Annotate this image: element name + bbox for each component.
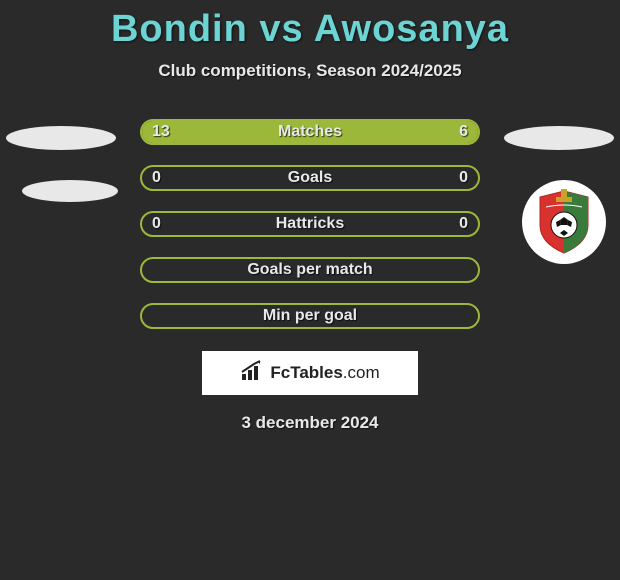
- brand-name: FcTables: [270, 363, 342, 382]
- stat-value-right: 0: [459, 215, 468, 233]
- stat-value-left: 0: [152, 215, 161, 233]
- stat-row: Matches136: [0, 109, 620, 155]
- stat-bar-track: [140, 303, 480, 329]
- stat-row: Goals00: [0, 155, 620, 201]
- date-text: 3 december 2024: [0, 413, 620, 433]
- stat-row: Goals per match: [0, 247, 620, 293]
- brand-text: FcTables.com: [270, 363, 379, 383]
- stat-bar-track: [140, 119, 480, 145]
- stat-row: Hattricks00: [0, 201, 620, 247]
- brand-domain: .com: [343, 363, 380, 382]
- chart-icon: [240, 360, 264, 387]
- stat-bar-left: [142, 121, 364, 143]
- stat-value-left: 13: [152, 123, 170, 141]
- stat-bar-track: [140, 211, 480, 237]
- stat-value-left: 0: [152, 169, 161, 187]
- page-title: Bondin vs Awosanya: [0, 0, 620, 51]
- stat-value-right: 6: [459, 123, 468, 141]
- brand-box: FcTables.com: [202, 351, 418, 395]
- stats-rows: Matches136Goals00Hattricks00Goals per ma…: [0, 109, 620, 339]
- stat-bar-track: [140, 257, 480, 283]
- stat-bar-track: [140, 165, 480, 191]
- subtitle: Club competitions, Season 2024/2025: [0, 61, 620, 81]
- stat-value-right: 0: [459, 169, 468, 187]
- stat-row: Min per goal: [0, 293, 620, 339]
